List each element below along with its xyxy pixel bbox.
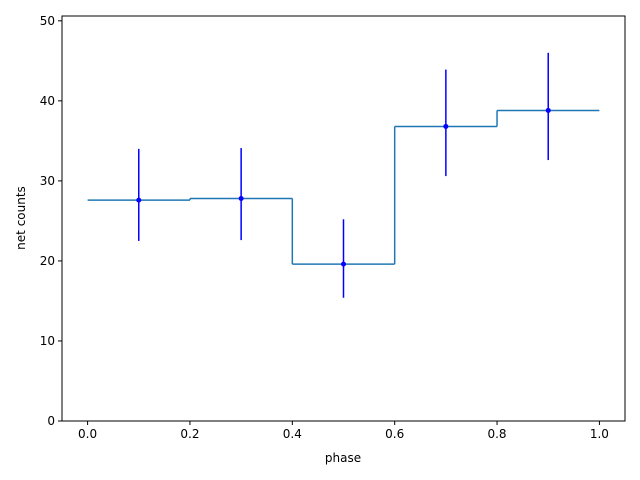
x-tick-label: 0.0: [78, 427, 97, 441]
plot-frame: [61, 15, 626, 422]
x-tick-label: 0.2: [180, 427, 199, 441]
y-tick-label: 30: [40, 174, 55, 188]
x-tick-label: 0.8: [487, 427, 506, 441]
data-point: [136, 197, 142, 203]
y-tick-label: 40: [40, 94, 55, 108]
y-axis-label: net counts: [14, 186, 28, 250]
x-axis-label: phase: [325, 451, 361, 465]
data-point: [545, 107, 551, 113]
x-tick-label: 0.6: [385, 427, 404, 441]
data-point: [238, 195, 244, 201]
x-tick-label: 0.4: [283, 427, 302, 441]
y-tick-label: 0: [47, 414, 55, 428]
y-tick-label: 10: [40, 334, 55, 348]
data-point: [341, 261, 346, 267]
x-tick-label: 1.0: [590, 427, 609, 441]
y-tick-label: 20: [40, 254, 55, 268]
y-tick-label: 50: [40, 14, 55, 28]
data-point: [443, 123, 449, 129]
